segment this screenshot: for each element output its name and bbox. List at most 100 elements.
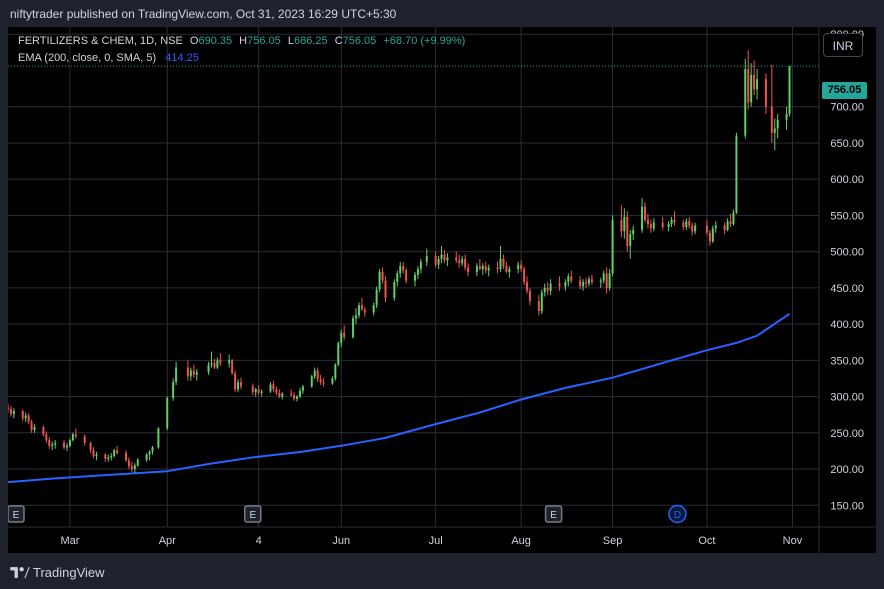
candle-body — [157, 428, 160, 448]
y-tick-label: 650.00 — [830, 138, 864, 150]
candle-body — [21, 411, 24, 419]
candle-body — [623, 216, 626, 232]
candle-body — [354, 315, 357, 319]
candle-body — [764, 79, 767, 107]
candle-body — [413, 274, 416, 281]
candle-body — [487, 267, 490, 271]
candle-body — [714, 225, 717, 229]
candle-body — [729, 221, 732, 225]
candle-body — [694, 225, 697, 232]
candle-body — [228, 360, 231, 364]
candle-body — [499, 258, 502, 270]
candle-body — [357, 305, 360, 316]
tradingview-logo[interactable]: TradingView — [10, 565, 105, 580]
candle-body — [629, 234, 632, 246]
candle-body — [54, 442, 57, 445]
candle-body — [278, 392, 281, 397]
y-tick-label: 350.00 — [830, 355, 864, 367]
candle-body — [24, 415, 27, 419]
candle-body — [375, 289, 378, 306]
candle-body — [517, 264, 520, 270]
candle-body — [130, 466, 133, 470]
candle-body — [148, 451, 151, 455]
candle-body — [723, 225, 726, 230]
candle-body — [110, 455, 113, 458]
candle-body — [340, 332, 343, 343]
x-tick-label: 4 — [256, 535, 262, 547]
candle-body — [523, 269, 526, 283]
candle-body — [343, 332, 346, 338]
y-tick-label: 200.00 — [830, 464, 864, 476]
candle-body — [682, 222, 685, 227]
earnings-marker[interactable]: E — [244, 505, 262, 523]
candle-body — [599, 280, 602, 283]
candle-body — [331, 378, 334, 384]
event-marker-label: E — [550, 510, 557, 521]
candle-body — [446, 257, 449, 261]
candle-body — [189, 370, 192, 377]
dividend-marker[interactable]: D — [668, 504, 687, 524]
candle-body — [458, 260, 461, 264]
candle-body — [673, 219, 676, 223]
candle-body — [750, 74, 753, 103]
candle-body — [508, 269, 511, 272]
candle-body — [708, 232, 711, 242]
candle-body — [484, 266, 487, 271]
tradingview-logo-text: TradingView — [33, 565, 105, 580]
candle-body — [425, 255, 428, 262]
candle-body — [434, 255, 437, 265]
candle-body — [464, 258, 467, 268]
candle-body — [239, 382, 242, 387]
open-value: 690.35 — [198, 35, 233, 47]
candle-body — [65, 445, 68, 448]
candle-body — [602, 273, 605, 281]
chart-svg[interactable]: 150.00 200.00 250.00 300.00 350.00 400.00 450.… — [8, 27, 876, 553]
candle-body — [505, 266, 508, 272]
candle-body — [63, 442, 66, 448]
y-tick-label: 700.00 — [830, 102, 864, 114]
candle-body — [254, 389, 257, 393]
candle-body — [526, 282, 529, 291]
candle-body — [481, 266, 484, 270]
candle-body — [632, 229, 635, 235]
candle-body — [549, 283, 552, 291]
change-value: +68.70 (+9.99%) — [383, 35, 466, 47]
candle-body — [502, 258, 505, 267]
candle-body — [590, 279, 593, 283]
candle-body — [381, 271, 384, 281]
candle-body — [195, 371, 198, 375]
candle-body — [567, 276, 570, 283]
candle-body — [773, 128, 776, 133]
candle-body — [301, 386, 304, 391]
candle-body — [27, 415, 30, 422]
candle-body — [33, 427, 36, 430]
currency-button[interactable]: INR — [823, 33, 863, 57]
candle-body — [219, 360, 222, 364]
candle-body — [116, 450, 119, 454]
candle-body — [337, 342, 340, 365]
candle-body — [685, 221, 688, 227]
candle-body — [175, 367, 178, 383]
candle-body — [705, 225, 708, 233]
candle-body — [136, 459, 139, 466]
earnings-marker[interactable]: E — [544, 505, 563, 523]
y-tick-label: 150.00 — [830, 500, 864, 512]
candle-body — [89, 442, 92, 451]
chart-area[interactable]: 150.00 200.00 250.00 300.00 350.00 400.00 450.… — [8, 27, 876, 553]
event-marker-label: E — [249, 510, 256, 521]
candle-body — [360, 305, 363, 310]
candle-body — [611, 219, 614, 274]
candle-body — [74, 434, 77, 437]
candle-body — [691, 225, 694, 232]
candle-body — [467, 267, 470, 272]
symbol-label: FERTILIZERS & CHEM, 1D, NSE — [18, 35, 183, 47]
candle-body — [334, 364, 337, 379]
x-tick-label: Jun — [332, 535, 350, 547]
candle-body — [234, 373, 237, 390]
candle-body — [540, 292, 543, 312]
earnings-marker[interactable]: E — [8, 505, 25, 523]
candle-body — [646, 219, 649, 225]
candle-body — [478, 266, 481, 270]
candle-body — [298, 390, 301, 397]
